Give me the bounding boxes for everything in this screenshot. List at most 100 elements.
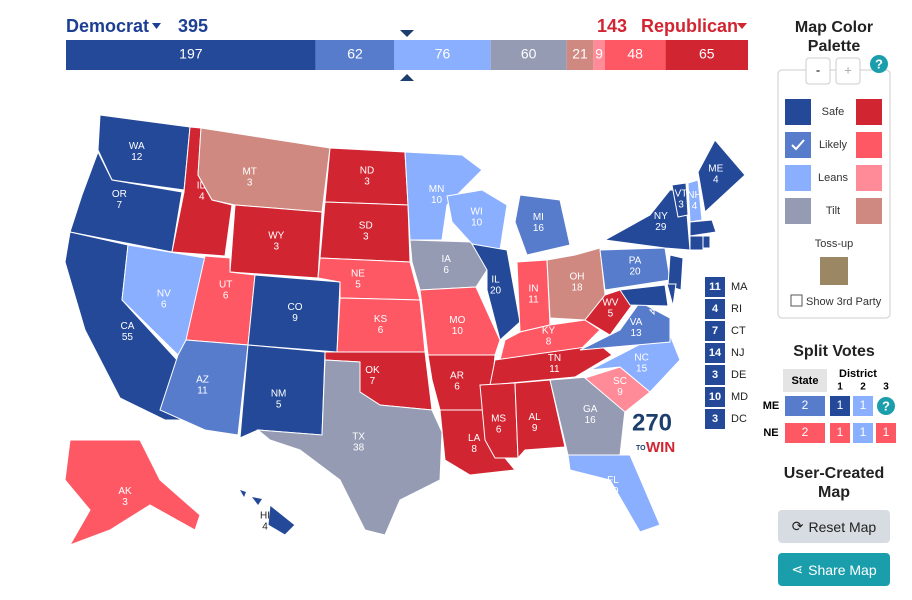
- island: [240, 490, 246, 497]
- small-state-box[interactable]: [705, 321, 725, 341]
- swatch-tossup[interactable]: [820, 257, 848, 285]
- bar-value: 65: [699, 46, 715, 62]
- state-votes: 9: [292, 313, 298, 324]
- bar-segment: [604, 40, 666, 70]
- split-value: 2: [802, 425, 809, 439]
- split-cell[interactable]: [853, 396, 873, 416]
- state-abbr: VA: [630, 317, 643, 328]
- split-cell[interactable]: [853, 423, 873, 443]
- plus-button[interactable]: [835, 57, 861, 85]
- small-state-votes: 11: [709, 281, 721, 293]
- state-votes: 20: [629, 267, 641, 278]
- swatch-d[interactable]: [785, 198, 811, 224]
- split-value: 1: [837, 398, 844, 412]
- split-cell[interactable]: [876, 423, 896, 443]
- state-votes: 5: [608, 309, 614, 320]
- checkbox[interactable]: [790, 294, 803, 307]
- state-votes: 16: [533, 223, 545, 234]
- state-abbr: MS: [491, 413, 506, 424]
- bar-value: 197: [179, 46, 203, 62]
- district-header: District: [839, 368, 877, 380]
- state-shape[interactable]: [671, 182, 689, 218]
- state-votes: 16: [585, 415, 597, 426]
- state-abbr: IL: [491, 275, 500, 286]
- state-shape[interactable]: [64, 439, 201, 546]
- small-state-box[interactable]: [705, 387, 725, 407]
- palette-label: Tilt: [826, 205, 840, 217]
- bar-segment: [566, 40, 594, 70]
- state-shape[interactable]: [514, 194, 571, 256]
- state-shape[interactable]: [689, 219, 717, 237]
- state-shape[interactable]: [667, 254, 684, 291]
- reset-button[interactable]: ⟳ Reset Map: [778, 510, 890, 543]
- state-votes: 4: [692, 201, 698, 212]
- state-abbr: GA: [583, 404, 598, 415]
- state-abbr: MT: [242, 167, 256, 178]
- district-number: 2: [860, 382, 866, 393]
- help-icon[interactable]: [870, 55, 888, 73]
- state-abbr: NC: [634, 352, 648, 363]
- reset-icon: ⟳: [791, 518, 804, 534]
- state-abbr: IA: [441, 254, 451, 265]
- state-abbr: VT: [675, 189, 688, 200]
- state-shape[interactable]: [579, 301, 671, 351]
- state-shape[interactable]: [471, 243, 521, 341]
- state-abbr: SC: [613, 376, 627, 387]
- state-shape[interactable]: [689, 235, 704, 251]
- state-shape[interactable]: [514, 379, 566, 460]
- rep-total: 143: [597, 16, 627, 36]
- state-shape[interactable]: [479, 382, 519, 459]
- state-shape[interactable]: [697, 139, 746, 213]
- split-cell[interactable]: [830, 423, 850, 443]
- state-shape[interactable]: [256, 359, 443, 536]
- minus-button[interactable]: [805, 57, 831, 85]
- state-shape[interactable]: [687, 179, 703, 223]
- logo-word: WIN: [646, 439, 675, 456]
- plus-label: +: [844, 62, 852, 77]
- state-shape[interactable]: [197, 127, 331, 213]
- state-shape[interactable]: [567, 454, 661, 533]
- state-votes: 5: [355, 279, 361, 290]
- small-state-box[interactable]: [705, 409, 725, 429]
- swatch-d[interactable]: [785, 132, 811, 158]
- state-shape[interactable]: [702, 235, 711, 249]
- state-abbr: WI: [471, 206, 483, 217]
- dem-dropdown[interactable]: [152, 23, 161, 29]
- small-state-box[interactable]: [705, 277, 725, 297]
- share-button[interactable]: ⋖ Share Map: [778, 553, 890, 586]
- swatch-r[interactable]: [856, 132, 882, 158]
- state-shape[interactable]: [666, 283, 677, 307]
- state-abbr: OK: [365, 365, 380, 376]
- state-header-bg: [783, 369, 827, 392]
- state-shape[interactable]: [404, 151, 483, 241]
- state-shape[interactable]: [267, 504, 296, 536]
- state-shape[interactable]: [619, 284, 669, 307]
- swatch-d[interactable]: [785, 165, 811, 191]
- swatch-r[interactable]: [856, 165, 882, 191]
- help-icon[interactable]: [877, 397, 895, 415]
- state-shape[interactable]: [97, 114, 191, 191]
- state-shape[interactable]: [489, 344, 613, 386]
- bar-segment: [593, 40, 605, 70]
- state-votes: 11: [528, 294, 539, 305]
- swatch-r[interactable]: [856, 198, 882, 224]
- small-state-box[interactable]: [705, 365, 725, 385]
- small-state-votes: 4: [712, 303, 719, 315]
- split-cell[interactable]: [785, 396, 825, 416]
- state-votes: 15: [636, 363, 648, 374]
- small-state-box[interactable]: [705, 343, 725, 363]
- split-cell[interactable]: [830, 396, 850, 416]
- small-state-box[interactable]: [705, 299, 725, 319]
- split-cell[interactable]: [785, 423, 825, 443]
- share-icon: ⋖: [791, 561, 804, 577]
- state-shape[interactable]: [648, 309, 655, 316]
- split-value: 2: [802, 398, 809, 412]
- logo-number: 270: [632, 409, 672, 436]
- state-votes: 6: [161, 300, 167, 311]
- rep-dropdown[interactable]: [737, 23, 747, 29]
- user-map-title: User-Created Map: [783, 465, 885, 501]
- bar-segment: [490, 40, 567, 70]
- state-votes: 10: [452, 326, 464, 337]
- swatch-d[interactable]: [785, 99, 811, 125]
- swatch-r[interactable]: [856, 99, 882, 125]
